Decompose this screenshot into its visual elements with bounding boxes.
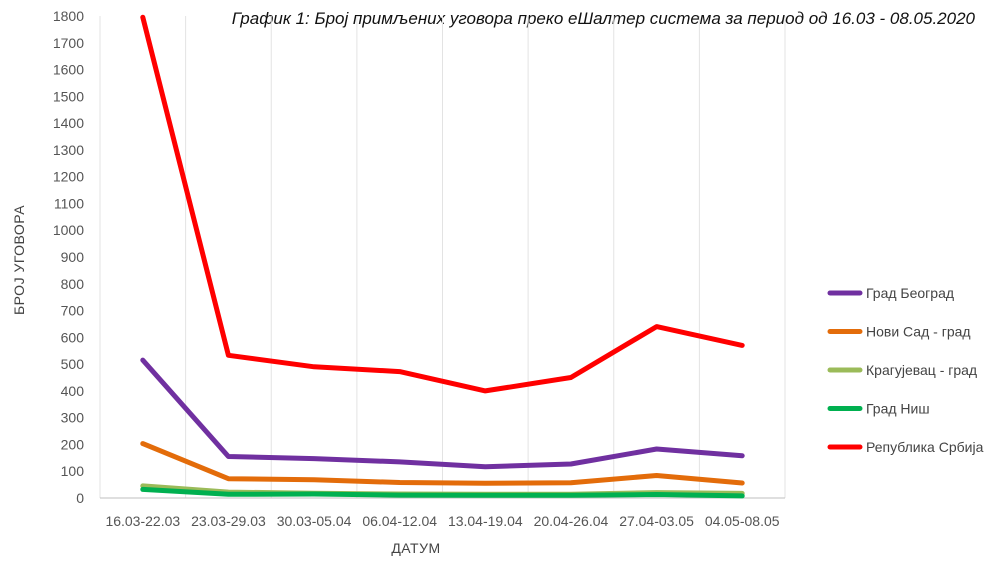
y-tick-label: 900 — [61, 249, 85, 265]
y-tick-label: 0 — [76, 490, 84, 506]
x-axis-title: ДАТУМ — [391, 540, 440, 556]
x-tick-label: 30.03-05.04 — [277, 513, 352, 529]
x-tick-label: 23.03-29.03 — [191, 513, 266, 529]
y-axis-ticks: 0 100 200 300 400 500 600 700 800 900 1000 1100 1200… — [53, 8, 84, 506]
legend-label: Република Србија — [866, 439, 984, 455]
series-line-4 — [140, 14, 745, 394]
series-line-0 — [140, 357, 745, 470]
x-tick-label: 16.03-22.03 — [105, 513, 180, 529]
legend-label: Град Београд — [866, 285, 954, 301]
y-tick-label: 1200 — [53, 169, 84, 185]
x-tick-label: 20.04-26.04 — [534, 513, 609, 529]
y-tick-label: 1500 — [53, 88, 84, 104]
y-tick-label: 1600 — [53, 62, 84, 78]
legend-label: Крагујевац - град — [866, 362, 977, 378]
x-tick-label: 13.04-19.04 — [448, 513, 523, 529]
y-tick-label: 800 — [61, 276, 85, 292]
y-tick-label: 1800 — [53, 8, 84, 24]
y-axis-title: БРОЈ УГОВОРА — [11, 205, 27, 315]
x-tick-label: 04.05-08.05 — [705, 513, 780, 529]
series-line-3 — [140, 486, 745, 499]
x-tick-label: 27.04-03.05 — [619, 513, 694, 529]
y-tick-label: 200 — [61, 436, 85, 452]
y-tick-label: 500 — [61, 356, 85, 372]
chart-title: График 1: Број примљених уговора преко е… — [232, 9, 976, 28]
y-tick-label: 400 — [61, 383, 85, 399]
y-tick-label: 1100 — [54, 195, 84, 211]
y-tick-label: 1000 — [53, 222, 84, 238]
legend-label: Нови Сад - град — [866, 324, 971, 340]
y-tick-label: 600 — [61, 329, 85, 345]
legend: Град Београд Нови Сад - град Крагујевац - … — [827, 285, 984, 455]
series-lines — [140, 14, 745, 499]
legend-label: Град Ниш — [866, 401, 930, 417]
y-tick-label: 700 — [61, 303, 85, 319]
x-tick-label: 06.04-12.04 — [362, 513, 437, 529]
y-tick-label: 1700 — [53, 35, 84, 51]
y-tick-label: 1400 — [53, 115, 84, 131]
y-tick-label: 100 — [61, 463, 85, 479]
y-tick-label: 1300 — [53, 142, 84, 158]
x-axis-ticks: 16.03-22.03 23.03-29.03 30.03-05.04 06.04-1… — [105, 513, 779, 529]
series-line-1 — [140, 441, 745, 486]
y-tick-label: 300 — [61, 410, 85, 426]
vertical-gridlines — [99, 16, 786, 498]
